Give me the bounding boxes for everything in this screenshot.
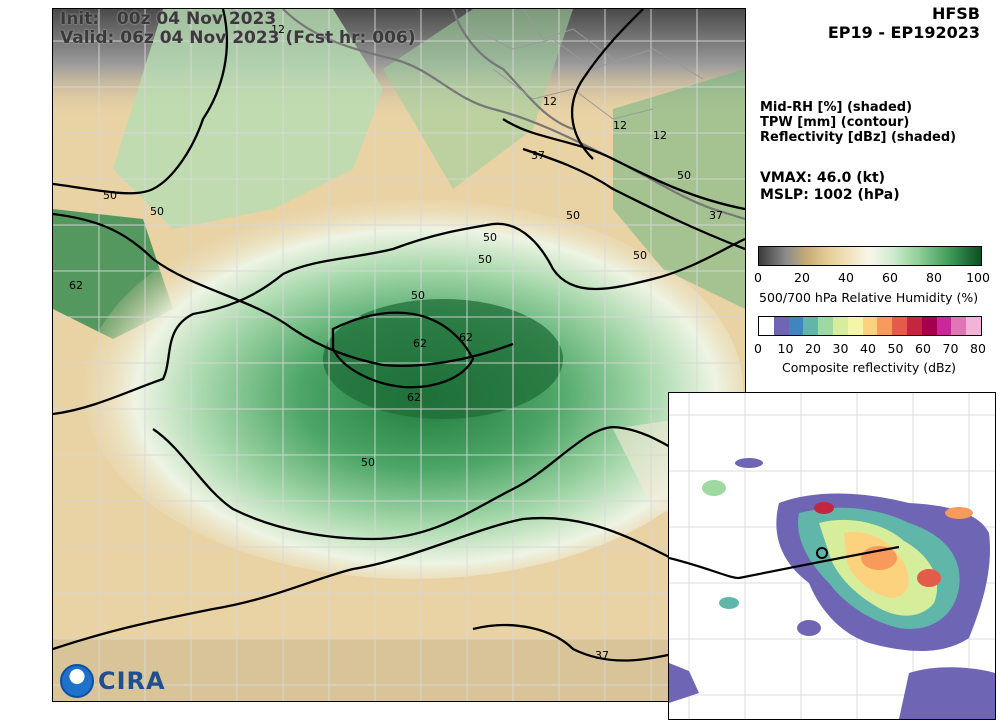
ref-color-swatch: [818, 317, 833, 335]
ref-color-swatch: [936, 317, 952, 335]
rh-colorbar-title: 500/700 hPa Relative Humidity (%): [759, 290, 979, 305]
ref-tick: 30: [832, 341, 849, 356]
contour-label: 62: [69, 279, 83, 292]
ref-color-swatch: [788, 317, 804, 335]
contour-label: 50: [411, 289, 425, 302]
rh-tick: 20: [794, 270, 810, 285]
contour-label: 62: [407, 391, 421, 404]
ref-tick: 70: [942, 341, 959, 356]
rh-tick: 100: [966, 270, 990, 285]
contour-label: 50: [566, 209, 580, 222]
contour-label: 12: [271, 23, 285, 36]
cira-logo: CIRA: [60, 664, 166, 698]
init-valid-text: Init: 00z 04 Nov 2023 Valid: 06z 04 Nov 2…: [60, 10, 416, 48]
ref-colorbar-title: Composite reflectivity (dBz): [782, 360, 957, 375]
ref-tick: 20: [805, 341, 821, 356]
ref-color-swatch: [759, 317, 774, 335]
ref-color-swatch: [773, 317, 789, 335]
noaa-logo-icon: [60, 664, 94, 698]
contour-label: 50: [483, 231, 497, 244]
legend-line-tpw: TPW [mm] (contour): [760, 115, 910, 130]
contour-label: 50: [361, 456, 375, 469]
intensity-block: VMAX: 46.0 (kt) MSLP: 1002 (hPa): [760, 170, 900, 204]
mslp-text: MSLP: 1002 (hPa): [760, 187, 900, 203]
reflectivity-colorbar: [758, 316, 982, 336]
ref-color-swatch: [832, 317, 848, 335]
reflectivity-inset: [668, 392, 996, 720]
contour-label-group: 50 50 50 50 50 50 50 50 50 62 62 62 62 3…: [69, 23, 723, 662]
legend-line-refl: Reflectivity [dBz] (shaded): [760, 130, 957, 145]
contour-label: 50: [677, 169, 691, 182]
contour-label: 37: [531, 149, 545, 162]
ref-tick: 60: [915, 341, 931, 356]
contour-label: 37: [709, 209, 723, 222]
model-header: HFSB EP19 - EP192023: [828, 4, 980, 42]
legend-line-rh: Mid-RH [%] (shaded): [760, 100, 913, 115]
init-line: Init: 00z 04 Nov 2023: [60, 9, 277, 29]
ref-color-swatch: [847, 317, 863, 335]
contour-label: 12: [543, 95, 557, 108]
vmax-text: VMAX: 46.0 (kt): [760, 170, 886, 186]
model-name: HFSB: [931, 4, 980, 23]
contour-label: 37: [595, 649, 609, 662]
ref-tick: 80: [970, 341, 986, 356]
contour-label: 50: [633, 249, 647, 262]
reflectivity-map: [669, 393, 995, 719]
main-map: 50 50 50 50 50 50 50 50 50 62 62 62 62 3…: [52, 8, 746, 702]
storm-center-icon: [816, 547, 828, 559]
ref-color-swatch: [906, 317, 922, 335]
rh-tick: 0: [754, 270, 762, 285]
rh-tpw-map: 50 50 50 50 50 50 50 50 50 62 62 62 62 3…: [53, 9, 745, 701]
ref-color-swatch: [803, 317, 819, 335]
rh-tick: 40: [838, 270, 854, 285]
contour-label: 62: [459, 331, 473, 344]
ref-color-swatch: [862, 317, 878, 335]
contour-label: 50: [478, 253, 492, 266]
ref-color-swatch: [877, 317, 893, 335]
valid-line: Valid: 06z 04 Nov 2023 (Fcst hr: 006): [60, 28, 416, 48]
cira-logo-text: CIRA: [98, 667, 166, 695]
field-legend: Mid-RH [%] (shaded) TPW [mm] (contour) R…: [760, 100, 956, 145]
ref-color-swatch: [966, 317, 981, 335]
ref-tick: 40: [860, 341, 876, 356]
ref-color-swatch: [892, 317, 907, 335]
rh-tick: 80: [926, 270, 942, 285]
ref-tick: 0: [754, 341, 762, 356]
storm-id: EP19 - EP192023: [827, 23, 980, 42]
rh-tick: 60: [882, 270, 898, 285]
contour-label: 50: [103, 189, 117, 202]
ref-color-swatch: [921, 317, 937, 335]
contour-label: 50: [150, 205, 164, 218]
contour-label: 62: [413, 337, 427, 350]
ref-tick: 50: [887, 341, 904, 356]
ref-color-swatch: [951, 317, 967, 335]
contour-label: 12: [653, 129, 667, 142]
rh-colorbar: [758, 246, 982, 266]
contour-label: 12: [613, 119, 627, 132]
ref-tick: 10: [777, 341, 794, 356]
